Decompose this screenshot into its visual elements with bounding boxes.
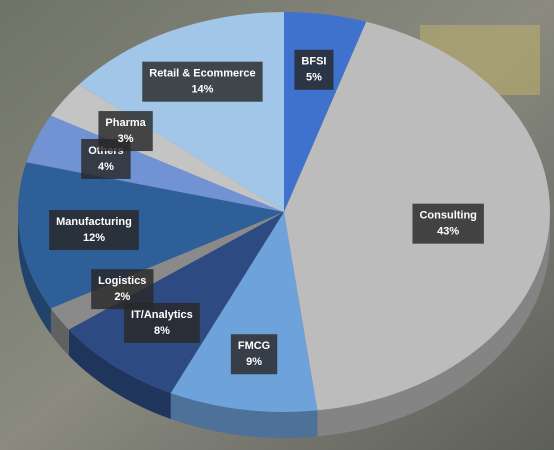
label-value: 3% [118,133,134,145]
slice [68,212,284,393]
slice-side [18,212,51,335]
label-value: 9% [246,356,262,368]
label-value: 14% [191,84,213,96]
slice [18,162,285,309]
label-box [124,302,200,343]
label-value: 2% [114,291,130,303]
label-name: Consulting [419,210,476,222]
label-name: IT/Analytics [131,309,193,321]
label-box [294,49,334,90]
slice-side [50,308,69,356]
label-value: 8% [154,325,170,337]
label-value: 5% [306,72,322,84]
label-value: 4% [98,161,114,173]
slice-side [68,329,171,419]
label-name: FMCG [238,340,270,352]
label-box [98,111,153,152]
label-name: Manufacturing [56,216,132,228]
slice-side [170,392,318,438]
label-name: Retail & Ecommerce [149,68,255,80]
label-name: BFSI [301,56,326,68]
slice [170,212,318,412]
label-box [49,210,139,251]
label-box [230,334,278,375]
label-value: 43% [437,226,459,238]
label-value: 12% [83,232,105,244]
slice-side [317,212,550,437]
label-name: Pharma [105,117,146,129]
label-box [91,269,154,310]
label-name: Logistics [98,275,146,287]
label-box [412,203,484,244]
label-box [142,61,263,102]
